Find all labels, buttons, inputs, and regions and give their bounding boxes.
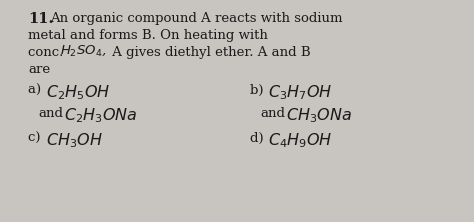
Text: $C_2H_5OH$: $C_2H_5OH$ — [46, 83, 110, 102]
Text: $C_3H_7OH$: $C_3H_7OH$ — [268, 83, 333, 102]
Text: metal and forms B. On heating with: metal and forms B. On heating with — [28, 29, 268, 42]
Text: c): c) — [28, 132, 45, 145]
Text: An organic compound A reacts with sodium: An organic compound A reacts with sodium — [50, 12, 343, 25]
Text: a): a) — [28, 84, 46, 97]
Text: d): d) — [250, 132, 268, 145]
Text: are: are — [28, 63, 50, 76]
Text: $C_4H_9OH$: $C_4H_9OH$ — [268, 131, 333, 150]
Text: and: and — [260, 107, 285, 120]
Text: $CH_3ONa$: $CH_3ONa$ — [286, 106, 352, 125]
Text: and: and — [38, 107, 63, 120]
Text: $CH_3OH$: $CH_3OH$ — [46, 131, 103, 150]
Text: conc.: conc. — [28, 46, 68, 59]
Text: $H_2SO_4$,: $H_2SO_4$, — [60, 44, 107, 58]
Text: 11.: 11. — [28, 12, 54, 26]
Text: b): b) — [250, 84, 268, 97]
Text: $C_2H_3ONa$: $C_2H_3ONa$ — [64, 106, 137, 125]
Text: A gives diethyl ether. A and B: A gives diethyl ether. A and B — [108, 46, 310, 59]
